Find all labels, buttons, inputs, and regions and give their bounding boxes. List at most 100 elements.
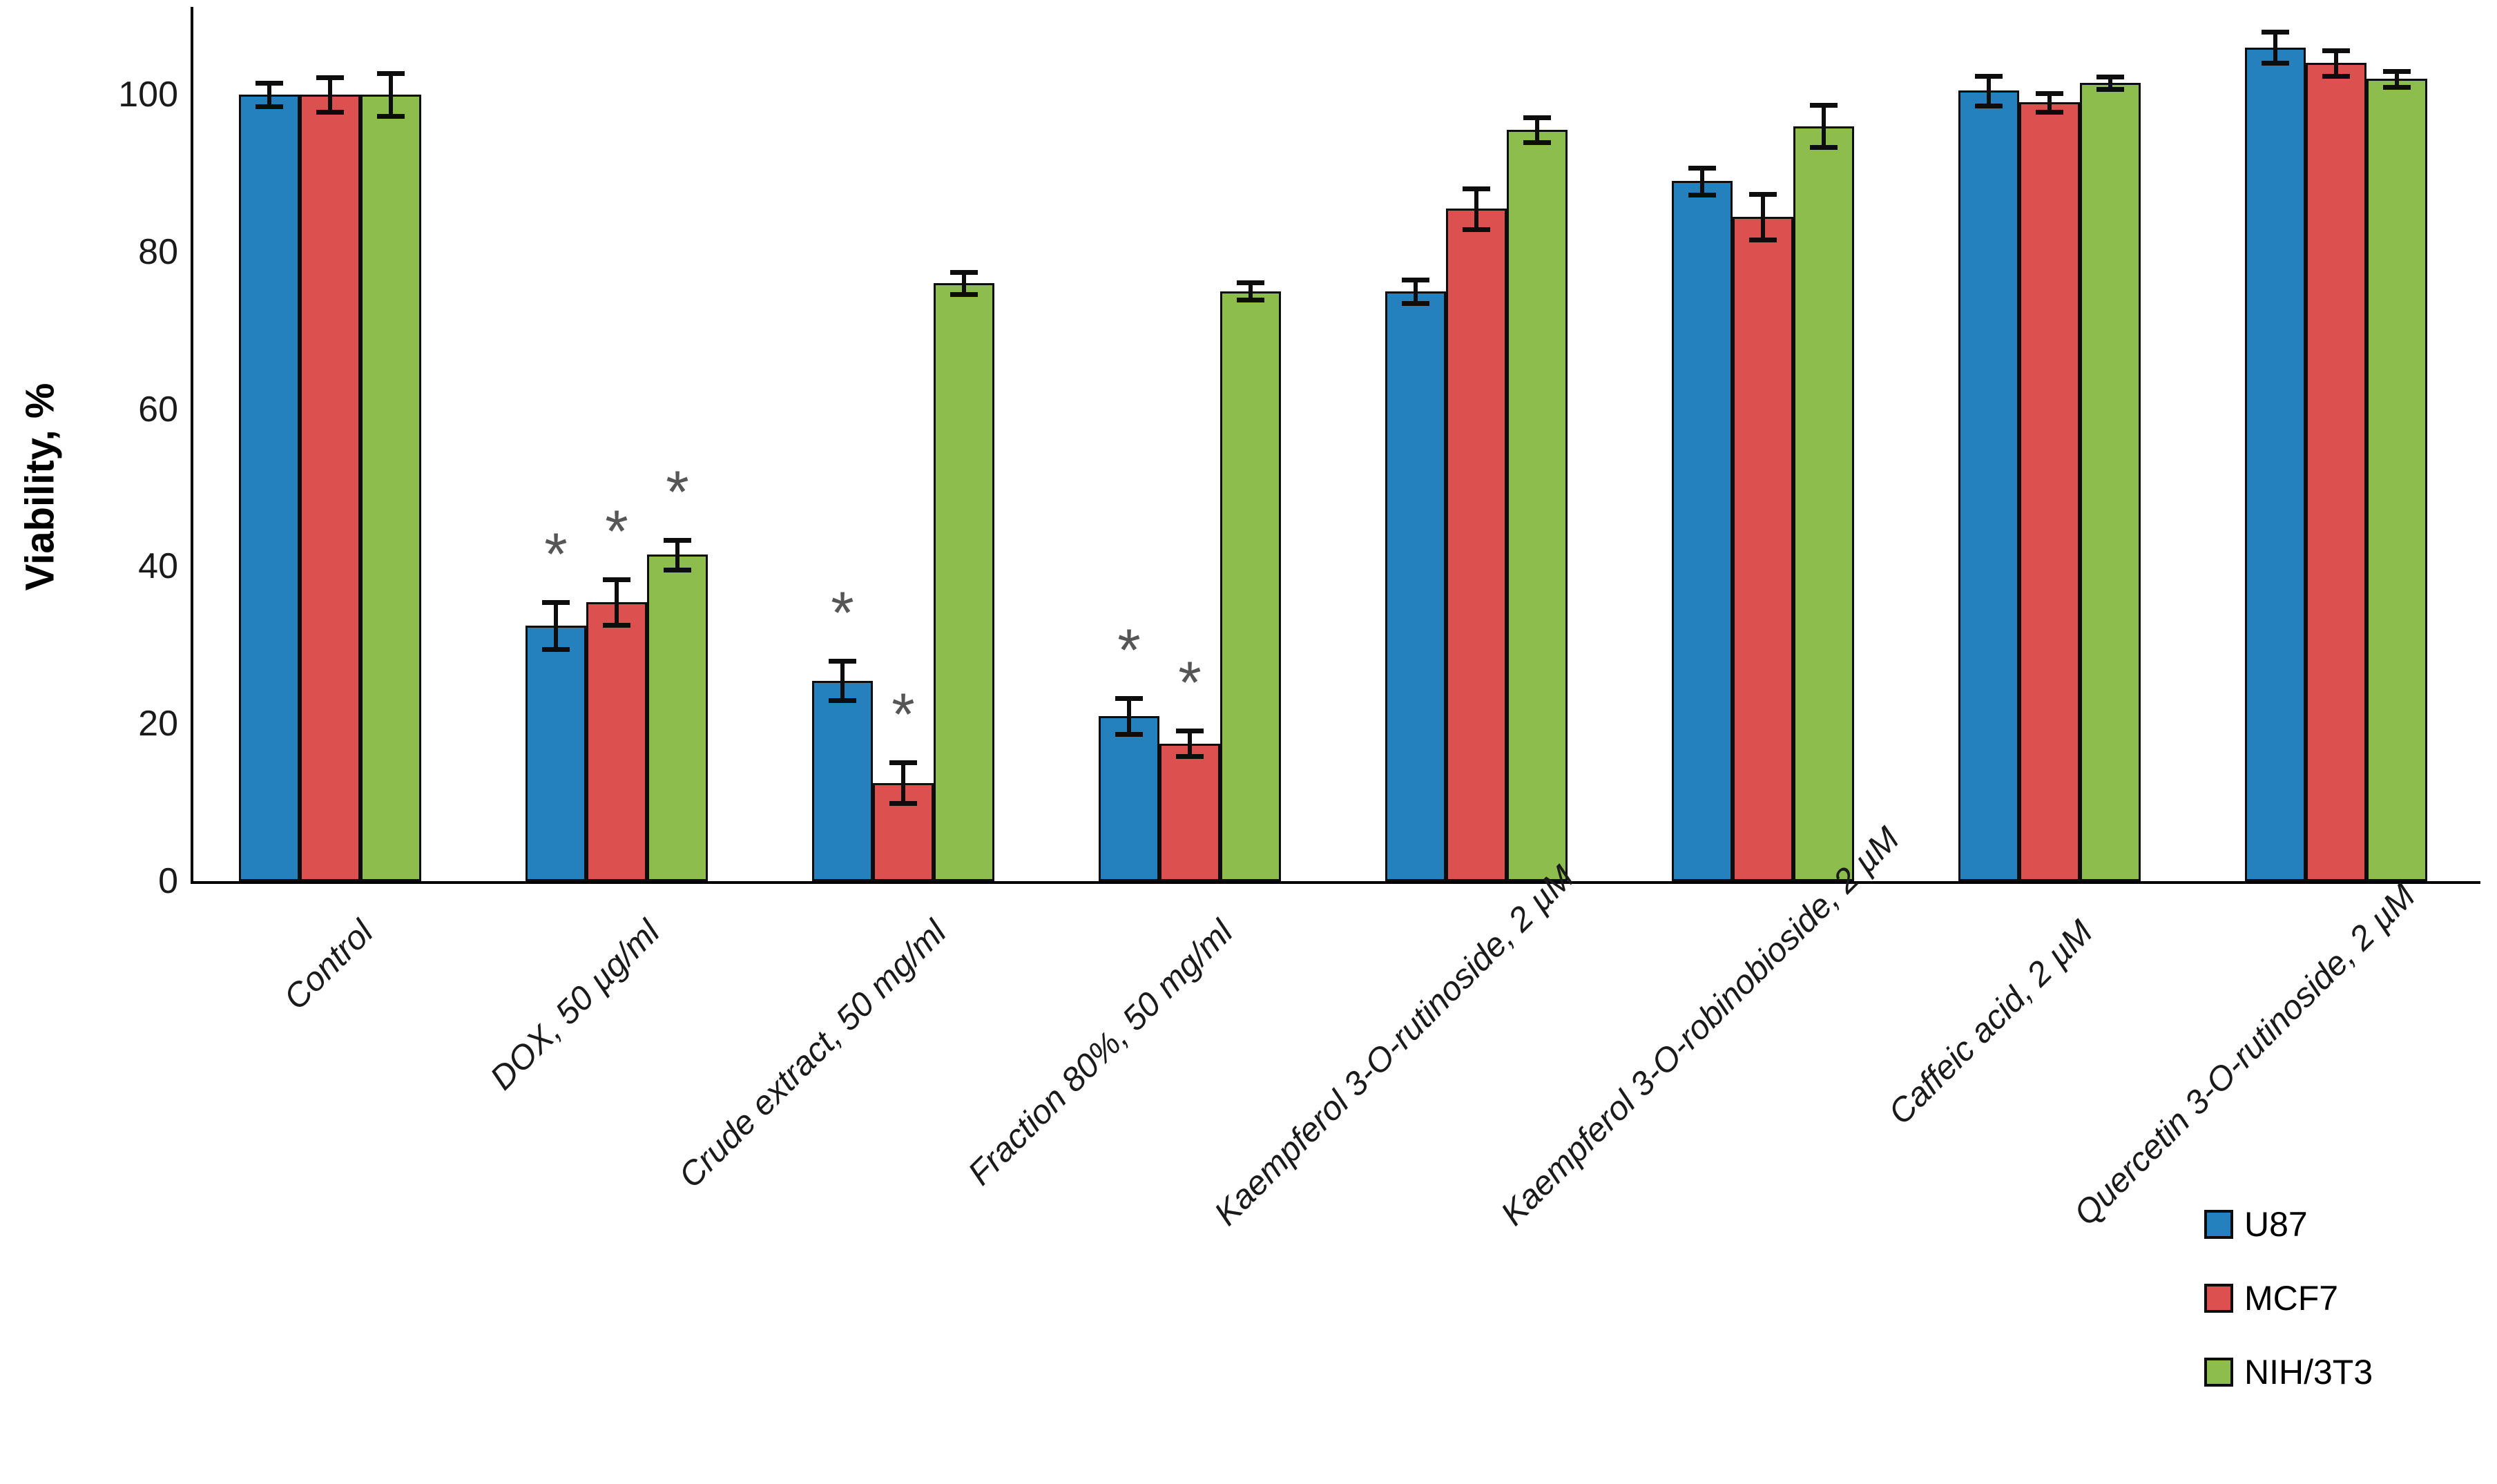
significance-asterisk: * [544, 521, 568, 588]
x-axis-line [191, 881, 2480, 884]
bar-U87-category-6 [1958, 90, 2019, 881]
error-bar-stem [840, 661, 845, 701]
legend-item-MCF7: MCF7 [2204, 1278, 2338, 1318]
significance-asterisk: * [1117, 617, 1141, 684]
error-bar-cap-top [377, 71, 405, 77]
bar-NIH/3T3-category-6 [2080, 82, 2141, 881]
bar-NIH/3T3-category-2 [934, 283, 994, 881]
error-bar-cap-bottom [664, 567, 691, 572]
error-bar-cap-top [950, 270, 978, 276]
legend-swatch-U87 [2204, 1210, 2233, 1239]
y-tick-label: 40 [138, 546, 178, 587]
error-bar-stem [675, 539, 679, 570]
error-bar-cap-bottom [889, 801, 917, 807]
x-category-label: Crude extract, 50 mg/ml [671, 913, 954, 1195]
legend-swatch-NIH/3T3 [2204, 1358, 2233, 1387]
error-bar-cap-top [889, 760, 917, 765]
error-bar-stem [389, 73, 393, 116]
x-category-label: Quercetin 3-O-rutinoside, 2 µM [2067, 877, 2422, 1233]
significance-asterisk: * [831, 580, 854, 647]
error-bar-stem [1822, 104, 1826, 148]
error-bar-cap-top [1688, 165, 1716, 171]
bar-NIH/3T3-category-7 [2366, 79, 2427, 881]
error-bar-stem [267, 82, 271, 107]
bar-NIH/3T3-category-5 [1793, 126, 1854, 881]
bar-MCF7-category-3 [1159, 743, 1220, 881]
bar-U87-category-4 [1385, 291, 1446, 881]
error-bar-cap-bottom [1749, 237, 1777, 242]
error-bar-stem [2334, 50, 2338, 76]
error-bar-cap-top [664, 537, 691, 543]
error-bar-cap-top [1749, 191, 1777, 197]
bar-U87-category-5 [1672, 181, 1733, 881]
error-bar-stem [554, 601, 558, 649]
error-bar-cap-bottom [2322, 73, 2350, 79]
y-axis-line [191, 7, 193, 884]
error-bar-stem [2273, 31, 2277, 64]
bar-MCF7-category-0 [300, 95, 360, 881]
error-bar-stem [1127, 697, 1131, 734]
bar-NIH/3T3-category-1 [647, 555, 708, 881]
legend-item-U87: U87 [2204, 1204, 2308, 1244]
error-bar-stem [1474, 188, 1478, 229]
error-bar-cap-bottom [1237, 298, 1264, 303]
error-bar-stem [2047, 93, 2052, 113]
legend-label: MCF7 [2244, 1279, 2339, 1318]
y-tick-label: 0 [158, 861, 178, 901]
bar-NIH/3T3-category-0 [360, 95, 421, 881]
bar-MCF7-category-1 [586, 601, 647, 881]
error-bar-cap-top [1176, 729, 1204, 734]
legend-label: NIH/3T3 [2244, 1353, 2373, 1391]
error-bar-cap-bottom [2262, 61, 2289, 66]
error-bar-cap-bottom [1688, 192, 1716, 197]
error-bar-cap-bottom [1523, 140, 1551, 146]
error-bar-cap-top [2262, 29, 2289, 35]
error-bar-cap-top [1115, 695, 1143, 701]
x-category-label: Kaempferol 3-O-rutinoside, 2 µM [1207, 858, 1581, 1233]
bar-NIH/3T3-category-4 [1507, 130, 1568, 881]
y-tick-label: 80 [138, 231, 178, 272]
error-bar-cap-top [1523, 115, 1551, 121]
bar-U87-category-1 [526, 625, 586, 881]
error-bar-cap-bottom [2096, 87, 2124, 93]
error-bar-cap-top [542, 599, 570, 605]
error-bar-stem [328, 77, 332, 113]
bar-NIH/3T3-category-3 [1220, 291, 1281, 881]
error-bar-cap-top [2322, 48, 2350, 54]
legend-item-NIH/3T3: NIH/3T3 [2204, 1352, 2373, 1392]
error-bar-stem [1248, 282, 1253, 300]
error-bar-stem [1414, 279, 1418, 303]
error-bar-stem [962, 272, 966, 295]
error-bar-cap-bottom [1975, 103, 2003, 108]
error-bar-stem [1188, 731, 1192, 756]
error-bar-cap-top [2383, 68, 2411, 74]
x-category-label: DOX, 50 µg/ml [483, 913, 667, 1097]
bar-MCF7-category-4 [1446, 209, 1507, 881]
error-bar-stem [1535, 117, 1539, 143]
error-bar-cap-top [2036, 90, 2063, 96]
bar-U87-category-0 [239, 95, 300, 881]
x-category-label: Fraction 80%, 50 mg/ml [961, 913, 1240, 1193]
significance-asterisk: * [605, 498, 628, 565]
x-category-label: Control [277, 913, 380, 1017]
error-bar-cap-bottom [950, 292, 978, 298]
x-category-label: Kaempferol 3-O-robinobioside, 2 µM [1494, 820, 1907, 1233]
legend-label: U87 [2244, 1205, 2308, 1244]
significance-asterisk: * [666, 459, 689, 526]
error-bar-cap-top [1237, 280, 1264, 286]
legend-swatch-MCF7 [2204, 1284, 2233, 1313]
error-bar-stem [901, 762, 905, 804]
error-bar-stem [1700, 167, 1704, 195]
error-bar-cap-bottom [2383, 84, 2411, 90]
error-bar-cap-bottom [542, 646, 570, 652]
error-bar-cap-bottom [829, 698, 856, 704]
error-bar-cap-bottom [1176, 753, 1204, 759]
significance-asterisk: * [891, 682, 915, 748]
error-bar-cap-top [829, 659, 856, 664]
bar-U87-category-7 [2245, 47, 2306, 881]
error-bar-cap-bottom [256, 104, 283, 110]
x-category-label: Caffeic acid, 2 µM [1881, 913, 2100, 1132]
error-bar-cap-bottom [2036, 110, 2063, 115]
error-bar-cap-bottom [316, 110, 344, 115]
